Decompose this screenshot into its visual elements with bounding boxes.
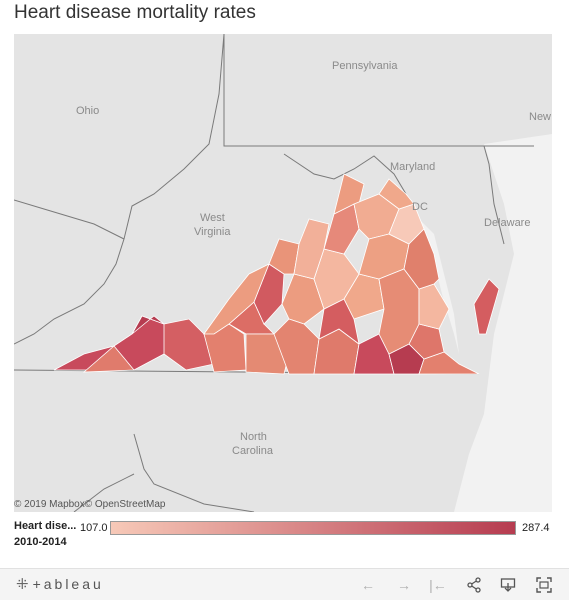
label-maryland: Maryland xyxy=(390,161,435,173)
label-west-virginia-1: West xyxy=(200,212,225,224)
download-icon xyxy=(500,578,516,592)
revert-icon: |← xyxy=(429,577,447,593)
legend-max-value: 287.4 xyxy=(522,522,550,534)
county-region-ne2[interactable] xyxy=(378,178,415,210)
label-dc: DC xyxy=(412,201,428,213)
share-button[interactable] xyxy=(464,575,484,595)
tableau-toolbar: ⁜ +ableau ← → |← xyxy=(0,568,569,600)
legend-title-measure: Heart dise... xyxy=(14,520,77,532)
county-region-shore[interactable] xyxy=(473,278,500,335)
tableau-wordmark: +ableau xyxy=(32,576,104,592)
map-canvas[interactable]: Pennsylvania Ohio Maryland DC West Virgi… xyxy=(14,34,552,512)
virginia-counties[interactable] xyxy=(53,173,500,375)
label-pennsylvania: Pennsylvania xyxy=(332,60,398,72)
legend-min-value: 107.0 xyxy=(80,522,108,534)
label-delaware: Delaware xyxy=(484,217,530,229)
fullscreen-icon xyxy=(536,577,552,593)
revert-button[interactable]: |← xyxy=(428,575,448,595)
county-region-w3[interactable] xyxy=(203,263,270,335)
choropleth-map[interactable]: Pennsylvania Ohio Maryland DC West Virgi… xyxy=(14,34,552,512)
label-north-carolina-2: Carolina xyxy=(232,445,274,457)
map-attribution[interactable]: © 2019 Mapbox© OpenStreetMap xyxy=(14,499,166,510)
share-icon xyxy=(467,577,481,593)
county-region-sw4[interactable] xyxy=(82,345,135,373)
arrow-right-icon: → xyxy=(397,577,411,593)
legend-title-period: 2010-2014 xyxy=(14,536,67,548)
label-new-jersey: New xyxy=(529,111,551,123)
label-ohio: Ohio xyxy=(76,105,99,117)
arrow-left-icon: ← xyxy=(361,577,375,593)
tableau-mark-icon: ⁜ xyxy=(16,576,29,593)
legend-color-ramp xyxy=(110,521,516,535)
undo-button[interactable]: ← xyxy=(358,575,378,595)
fullscreen-button[interactable] xyxy=(534,575,554,595)
label-west-virginia-2: Virginia xyxy=(194,226,231,238)
label-north-carolina-1: North xyxy=(240,431,267,443)
ocean-water xyxy=(454,134,552,512)
dashboard-title: Heart disease mortality rates xyxy=(14,2,256,23)
tableau-logo[interactable]: ⁜ +ableau xyxy=(16,575,104,593)
legend-title: Heart dise... 2010-2014 xyxy=(14,518,76,550)
download-button[interactable] xyxy=(498,575,518,595)
county-region-ne3[interactable] xyxy=(403,228,440,290)
county-region-se1[interactable] xyxy=(418,351,480,375)
redo-button[interactable]: → xyxy=(394,575,414,595)
